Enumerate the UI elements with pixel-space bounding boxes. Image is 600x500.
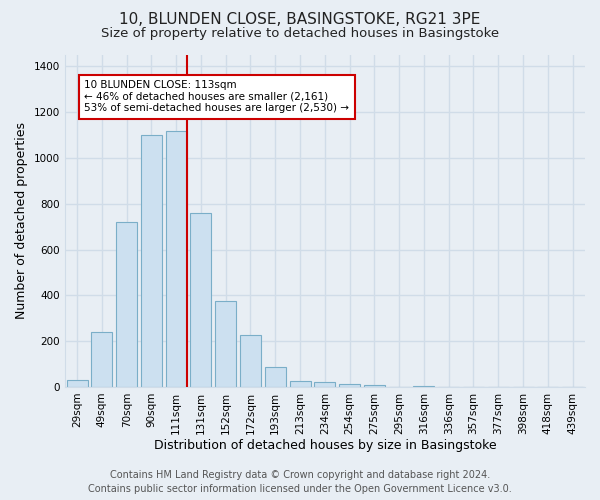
- Bar: [339, 384, 360, 387]
- Text: 10, BLUNDEN CLOSE, BASINGSTOKE, RG21 3PE: 10, BLUNDEN CLOSE, BASINGSTOKE, RG21 3PE: [119, 12, 481, 28]
- Text: 10 BLUNDEN CLOSE: 113sqm
← 46% of detached houses are smaller (2,161)
53% of sem: 10 BLUNDEN CLOSE: 113sqm ← 46% of detach…: [85, 80, 349, 114]
- Text: Size of property relative to detached houses in Basingstoke: Size of property relative to detached ho…: [101, 28, 499, 40]
- Bar: [240, 335, 261, 387]
- X-axis label: Distribution of detached houses by size in Basingstoke: Distribution of detached houses by size …: [154, 440, 496, 452]
- Bar: [190, 213, 211, 387]
- Bar: [116, 222, 137, 387]
- Bar: [314, 382, 335, 387]
- Bar: [265, 367, 286, 387]
- Bar: [290, 380, 311, 387]
- Bar: [91, 332, 112, 387]
- Bar: [67, 380, 88, 387]
- Bar: [364, 385, 385, 387]
- Bar: [215, 301, 236, 387]
- Bar: [166, 130, 187, 387]
- Y-axis label: Number of detached properties: Number of detached properties: [15, 122, 28, 320]
- Bar: [413, 386, 434, 387]
- Bar: [141, 135, 162, 387]
- Text: Contains HM Land Registry data © Crown copyright and database right 2024.
Contai: Contains HM Land Registry data © Crown c…: [88, 470, 512, 494]
